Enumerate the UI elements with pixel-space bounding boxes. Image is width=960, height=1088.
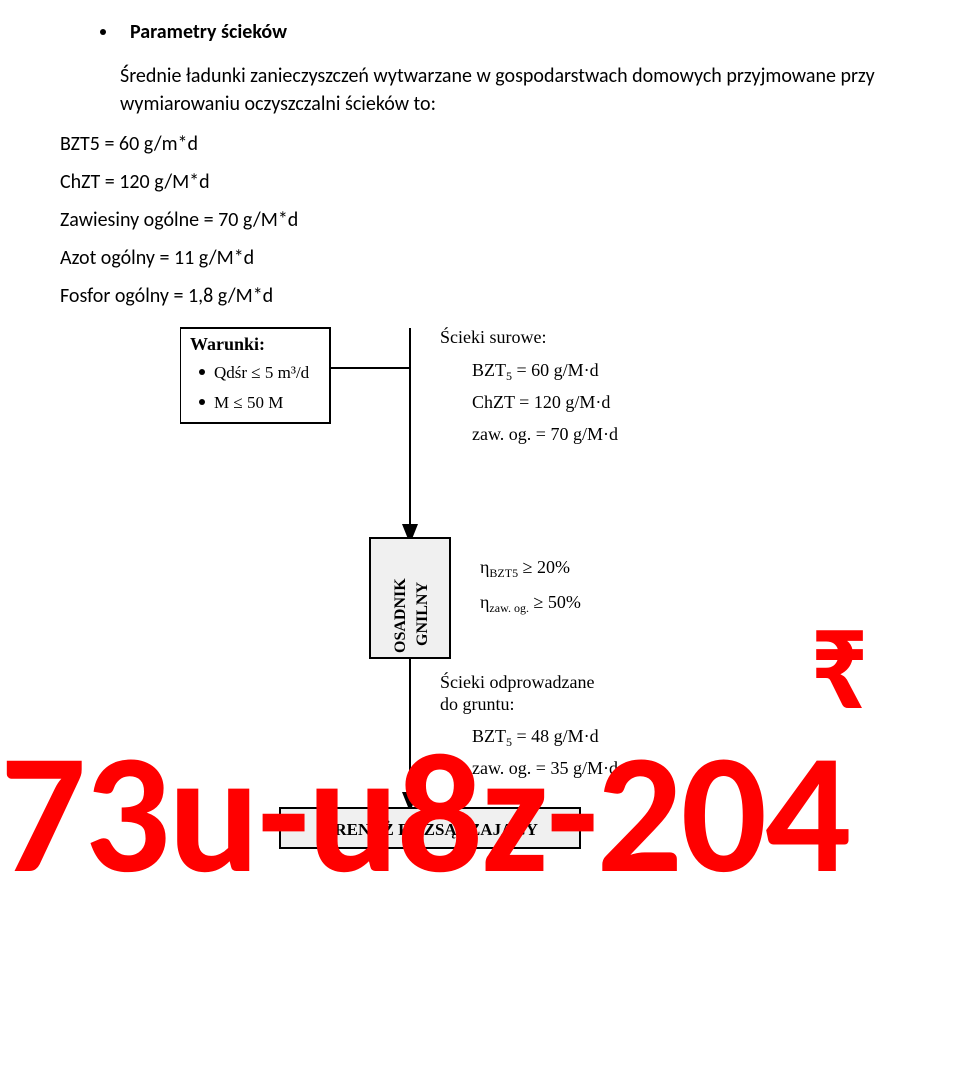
diagram-container: Warunki: Qdśr ≤ 5 m³/d M ≤ 50 M Ścieki s… (60, 318, 900, 858)
bullet-header-row: Parametry ścieków (100, 20, 900, 44)
warunki-line1: Qdśr ≤ 5 m³/d (214, 363, 310, 382)
osadnik-line1: OSADNIK (392, 578, 409, 653)
surowe-l1: BZT5 = 60 g/M·d (472, 360, 599, 383)
param-chzt: ChZT = 120 g/M*d (60, 170, 900, 194)
osadnik-box (370, 538, 450, 658)
surowe-title: Ścieki surowe: (440, 326, 546, 347)
flow-diagram: Warunki: Qdśr ≤ 5 m³/d M ≤ 50 M Ścieki s… (180, 318, 740, 858)
param-zawiesiny: Zawiesiny ogólne = 70 g/M*d (60, 208, 900, 232)
warunki-line2: M ≤ 50 M (214, 393, 283, 412)
eta-l1: ηBZT5 ≥ 20% (480, 557, 570, 580)
param-bzt5: BZT5 = 60 g/m*d (60, 132, 900, 156)
intro-text: Średnie ładunki zanieczyszczeń wytwarzan… (120, 62, 900, 118)
bullet-title: Parametry ścieków (130, 20, 287, 44)
surowe-l3: zaw. og. = 70 g/M·d (472, 424, 618, 444)
overlay-red-mid: ₹ (809, 608, 870, 728)
odpr-l1: BZT5 = 48 g/M·d (472, 726, 599, 749)
warunki-title: Warunki: (190, 334, 265, 354)
eta-l2: ηzaw. og. ≥ 50% (480, 592, 581, 615)
bullet-dot-icon (100, 29, 106, 35)
param-azot: Azot ogólny = 11 g/M*d (60, 246, 900, 270)
bullet-icon-2 (199, 399, 205, 405)
param-fosfor: Fosfor ogólny = 1,8 g/M*d (60, 284, 900, 308)
drenaz-label: DRENAŻ ROZSĄCZAJĄCY (322, 820, 538, 839)
odpr-l2: zaw. og. = 35 g/M·d (472, 758, 618, 778)
osadnik-line2: GNILNY (414, 582, 431, 646)
surowe-l2: ChZT = 120 g/M·d (472, 392, 610, 412)
page-root: Parametry ścieków Średnie ładunki zaniec… (0, 0, 960, 868)
bullet-icon-1 (199, 369, 205, 375)
odpr-title2: do gruntu: (440, 694, 515, 714)
odpr-title1: Ścieki odprowadzane (440, 671, 594, 692)
